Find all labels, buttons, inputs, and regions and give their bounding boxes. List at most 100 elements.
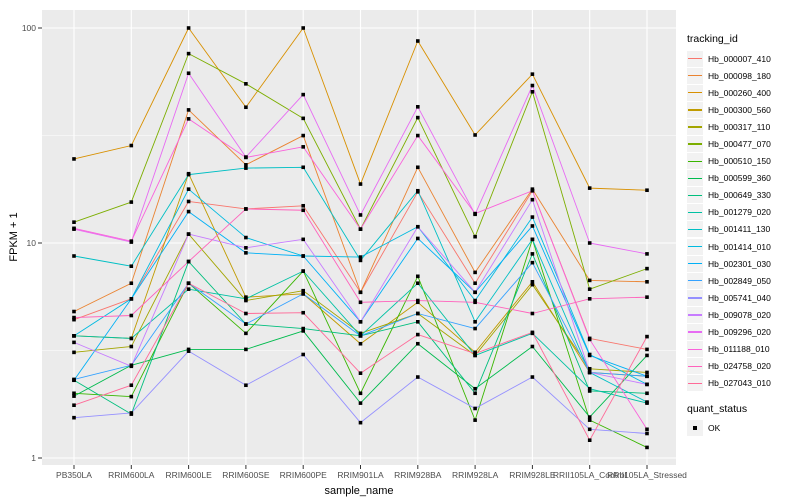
data-point (358, 371, 363, 375)
legend-item-label: Hb_009078_020 (708, 309, 771, 320)
legend-key (687, 341, 703, 358)
legend-item-label: Hb_000649_330 (708, 190, 771, 201)
data-point (530, 282, 535, 287)
data-point (473, 300, 477, 305)
legend-item-Hb_000260_400: Hb_000260_400 (687, 84, 799, 101)
data-point (358, 401, 363, 405)
legend-items: Hb_000007_410 Hb_000098_180 Hb_000260_400 H… (687, 50, 799, 392)
data-point (301, 254, 305, 258)
data-point (530, 197, 535, 202)
data-point (358, 341, 363, 346)
data-point (416, 274, 420, 279)
data-point (301, 133, 305, 138)
data-point (530, 83, 535, 88)
data-point (358, 334, 363, 338)
data-point (358, 182, 363, 186)
data-point (416, 105, 420, 109)
data-point (72, 377, 76, 382)
legend-key (687, 324, 703, 341)
legend-item-label: Hb_000098_180 (708, 70, 771, 81)
legend-key-line (688, 365, 702, 367)
legend-key-line (688, 314, 702, 316)
data-point (301, 116, 305, 121)
data-point (530, 252, 535, 256)
data-point (645, 382, 649, 387)
legend-key-line (688, 126, 702, 128)
ok-point-swatch (693, 426, 697, 431)
x-tick-label: RRIM600LE (165, 470, 212, 480)
data-point (587, 278, 592, 283)
data-point (301, 145, 305, 149)
legend-key-line (688, 92, 702, 94)
legend-key (687, 238, 703, 255)
data-point (129, 239, 134, 243)
data-point (416, 165, 420, 170)
data-point (645, 370, 649, 375)
data-point (358, 300, 363, 305)
data-point (186, 199, 191, 204)
legend-item-label: Hb_002849_050 (708, 275, 771, 286)
legend-key (687, 306, 703, 323)
legend-key-line (688, 245, 702, 248)
data-point (530, 72, 535, 76)
data-point (473, 391, 477, 396)
x-tick-label: RRIM928LE (509, 470, 556, 480)
legend-key (687, 358, 703, 375)
data-point (301, 237, 305, 242)
data-point (72, 309, 76, 314)
legend-item-Hb_002849_050: Hb_002849_050 (687, 272, 799, 289)
quant-legend-key (687, 420, 703, 437)
data-point (530, 375, 535, 379)
x-axis-title: sample_name (324, 485, 394, 497)
data-point (129, 336, 134, 341)
data-point (473, 234, 477, 239)
legend-key-line (688, 382, 702, 385)
data-point (587, 415, 592, 419)
legend-item-Hb_000649_330: Hb_000649_330 (687, 187, 799, 204)
data-point (186, 26, 191, 30)
legend-title-tracking-id: tracking_id (687, 33, 738, 45)
data-point (530, 237, 535, 242)
data-point (587, 366, 592, 371)
data-point (244, 207, 248, 211)
data-point (473, 351, 477, 356)
data-point (416, 298, 420, 303)
data-point (301, 326, 305, 331)
data-point (186, 209, 191, 214)
data-point (416, 341, 420, 346)
data-point (129, 394, 134, 399)
data-point (645, 334, 649, 339)
legend-key (687, 101, 703, 118)
data-point (530, 279, 535, 284)
data-point (416, 224, 420, 229)
legend-item-label: Hb_000300_560 (708, 104, 771, 115)
y-axis-title: FPKM + 1 (8, 212, 20, 262)
data-point (473, 290, 477, 295)
plot-panel (42, 10, 676, 465)
data-point (358, 331, 363, 336)
data-point (72, 220, 76, 224)
legend-key-line (688, 194, 702, 196)
data-point (530, 344, 535, 349)
data-point (129, 411, 134, 415)
data-point (358, 391, 363, 396)
data-point (186, 71, 191, 76)
x-tick-label: RRIM928LA (452, 470, 499, 480)
legend-item-label: Hb_002301_030 (708, 258, 771, 269)
legend-key (687, 136, 703, 153)
data-point (473, 281, 477, 286)
legend-item-Hb_001414_010: Hb_001414_010 (687, 238, 799, 255)
data-point (645, 427, 649, 432)
legend-key (687, 255, 703, 272)
data-point (416, 375, 420, 379)
data-point (645, 252, 649, 256)
legend-item-Hb_000300_560: Hb_000300_560 (687, 101, 799, 118)
data-point (587, 337, 592, 342)
data-point (530, 224, 535, 228)
data-point (587, 418, 592, 422)
y-tick-label: 100 (22, 23, 36, 33)
data-point (416, 115, 420, 120)
data-point (473, 320, 477, 324)
data-point (301, 269, 305, 273)
